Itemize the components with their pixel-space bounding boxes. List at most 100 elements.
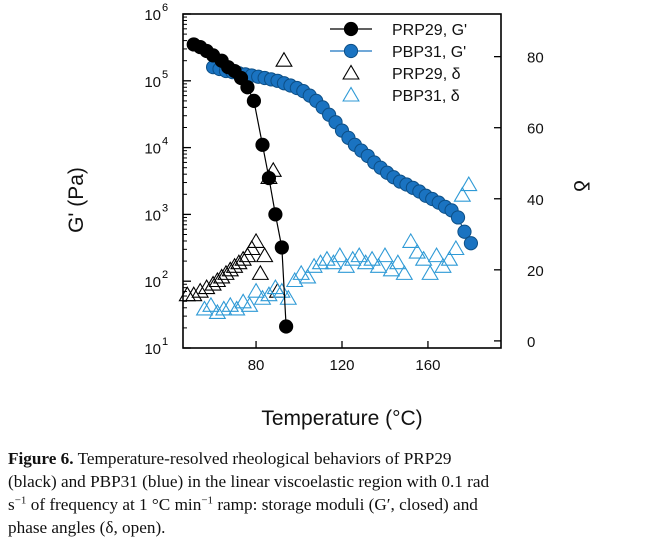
caption-sup-1: −1 bbox=[14, 494, 27, 507]
legend-marker-2 bbox=[342, 64, 360, 80]
caption-line-3-a: s bbox=[8, 495, 15, 514]
legend-marker-3 bbox=[342, 86, 360, 102]
series-0-point bbox=[246, 93, 262, 109]
caption-line-1-text: Temperature-resolved rheological behavio… bbox=[77, 449, 452, 468]
x-tick-label-0: 80 bbox=[248, 357, 265, 374]
legend-item-3: PBP31, δ bbox=[342, 86, 460, 105]
y-left-tick-exp-3: 4 bbox=[162, 136, 168, 148]
legend-label-0: PRP29, G' bbox=[392, 22, 467, 39]
y-left-tick-label-0: 10 bbox=[144, 341, 161, 358]
y-left-tick-exp-5: 6 bbox=[162, 2, 168, 14]
series-3-point bbox=[401, 232, 420, 248]
y-left-axis-title: G' (Pa) bbox=[65, 167, 88, 233]
series-0-point bbox=[274, 240, 289, 255]
series-2-point bbox=[234, 250, 252, 266]
series-3-point bbox=[421, 264, 439, 280]
legend-item-2: PRP29, δ bbox=[342, 64, 461, 83]
series-2 bbox=[178, 51, 293, 302]
caption-line-2: (black) and PBP31 (blue) in the linear v… bbox=[8, 472, 490, 491]
series-3-point bbox=[459, 175, 478, 192]
series-layer bbox=[178, 37, 479, 334]
series-3-point bbox=[208, 303, 227, 320]
y-right-tick-label-2: 40 bbox=[527, 192, 544, 209]
x-tick-label-1: 120 bbox=[329, 357, 354, 374]
series-3-point bbox=[311, 254, 330, 270]
series-3-point bbox=[363, 250, 381, 266]
y-left-tick-label-3: 10 bbox=[144, 141, 161, 158]
series-3-point bbox=[202, 296, 220, 312]
series-3-point bbox=[240, 296, 259, 312]
series-2-point bbox=[275, 51, 293, 67]
series-3-point bbox=[389, 254, 407, 270]
series-3-point bbox=[447, 239, 465, 256]
series-3-point bbox=[298, 268, 317, 284]
y-right-tick-label-4: 80 bbox=[527, 50, 544, 67]
series-0-point bbox=[261, 170, 277, 186]
caption-figure-label: Figure 6. bbox=[8, 449, 74, 468]
caption-line-4: phase angles (δ, open). bbox=[8, 518, 166, 537]
series-0-line bbox=[193, 43, 287, 327]
series-2-point bbox=[184, 286, 203, 302]
series-0-point bbox=[268, 207, 283, 222]
y-left-tick-exp-4: 5 bbox=[162, 69, 168, 81]
series-1-point bbox=[463, 236, 479, 251]
caption-line-1: Figure 6. Temperature-resolved rheologic… bbox=[8, 447, 640, 470]
legend-label-2: PRP29, δ bbox=[392, 66, 461, 83]
caption-sup-2: −1 bbox=[201, 494, 214, 507]
y-right-axis-title: δ bbox=[569, 180, 592, 192]
y-left-tick-label-4: 10 bbox=[144, 74, 161, 91]
series-2-point bbox=[251, 264, 270, 280]
series-3-point bbox=[350, 247, 369, 263]
series-3-point bbox=[318, 250, 336, 266]
y-left-tick-label-1: 10 bbox=[144, 274, 161, 291]
legend-item-0: PRP29, G' bbox=[330, 21, 467, 39]
series-0-point bbox=[279, 319, 294, 334]
y-left-tick-exp-0: 1 bbox=[162, 336, 168, 348]
figure-caption: Figure 6. Temperature-resolved rheologic… bbox=[8, 447, 640, 539]
x-axis-ticks: 80 120 160 bbox=[248, 341, 440, 374]
series-2-point bbox=[255, 247, 274, 263]
series-3-point bbox=[331, 247, 349, 263]
series-3-point bbox=[440, 250, 459, 266]
y-right-tick-label-0: 0 bbox=[527, 334, 535, 351]
series-0 bbox=[186, 37, 294, 334]
series-3-point bbox=[376, 247, 394, 263]
legend-label-3: PBP31, δ bbox=[392, 88, 460, 105]
series-3-point bbox=[195, 300, 214, 316]
legend-label-1: PBP31, G' bbox=[392, 44, 466, 61]
legend-item-1: PBP31, G' bbox=[330, 43, 466, 61]
series-3-point bbox=[253, 289, 272, 305]
series-0-point bbox=[240, 80, 255, 95]
caption-line-3-c: ramp: storage moduli (G′, closed) and bbox=[213, 495, 478, 514]
series-1-point bbox=[450, 210, 466, 225]
y-left-tick-exp-2: 3 bbox=[162, 202, 168, 214]
series-3-point bbox=[221, 296, 240, 312]
series-3-point bbox=[369, 257, 388, 273]
caption-line-3: s−1 of frequency at 1 °C min−1 ramp: sto… bbox=[8, 493, 640, 516]
series-2-point bbox=[247, 232, 265, 248]
y-left-tick-exp-1: 2 bbox=[162, 269, 168, 281]
y-right-axis-ticks: 0 20 40 60 80 bbox=[494, 50, 544, 351]
legend-marker-0 bbox=[343, 21, 359, 37]
x-axis-title: Temperature (°C) bbox=[261, 407, 422, 430]
caption-line-3-b: of frequency at 1 °C min bbox=[26, 495, 202, 514]
series-3-point bbox=[395, 264, 414, 280]
series-3-point bbox=[234, 293, 252, 309]
legend-marker-1 bbox=[343, 43, 359, 59]
y-right-tick-label-3: 60 bbox=[527, 121, 544, 138]
series-3 bbox=[195, 175, 478, 320]
series-3-point bbox=[427, 247, 446, 263]
series-3-point bbox=[356, 254, 375, 270]
y-right-tick-label-1: 20 bbox=[527, 263, 544, 280]
y-left-tick-label-5: 10 bbox=[144, 7, 161, 24]
series-3-point bbox=[408, 243, 427, 259]
series-3-point bbox=[343, 250, 362, 266]
legend: PRP29, G' PBP31, G' PRP29, δ PBP31, δ bbox=[330, 21, 467, 105]
series-3-point bbox=[453, 186, 472, 202]
series-3-point bbox=[273, 282, 291, 298]
series-3-point bbox=[247, 282, 265, 298]
x-tick-label-2: 160 bbox=[415, 357, 440, 374]
series-3-point bbox=[214, 300, 233, 316]
series-3-point bbox=[266, 279, 285, 295]
